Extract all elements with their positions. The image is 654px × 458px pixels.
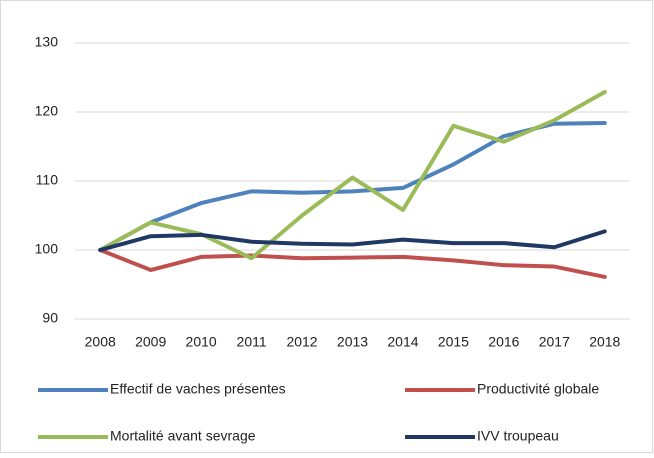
series-line xyxy=(98,229,607,252)
x-tick-label: 2010 xyxy=(186,334,217,350)
x-tick-label: 2013 xyxy=(337,334,368,350)
series-line xyxy=(98,248,607,279)
series-line xyxy=(98,121,607,252)
x-tick-label: 2009 xyxy=(135,334,166,350)
y-tick-label: 120 xyxy=(35,103,59,119)
x-tick-label: 2011 xyxy=(237,334,267,350)
y-tick-label: 90 xyxy=(42,310,58,326)
x-tick-label: 2018 xyxy=(589,334,620,350)
x-tick-label: 2014 xyxy=(387,334,418,350)
x-tick-label: 2008 xyxy=(85,334,116,350)
legend-label: Mortalité avant sevrage xyxy=(110,428,256,444)
y-tick-label: 110 xyxy=(36,172,59,188)
x-tick-label: 2015 xyxy=(438,334,469,350)
x-tick-label: 2017 xyxy=(539,334,570,350)
legend-label: Productivité globale xyxy=(477,381,599,397)
legend-label: Effectif de vaches présentes xyxy=(110,381,286,397)
x-tick-label: 2016 xyxy=(488,334,519,350)
y-tick-label: 130 xyxy=(35,34,59,50)
series-line xyxy=(98,89,607,261)
y-tick-label: 100 xyxy=(35,241,59,257)
x-tick-label: 2012 xyxy=(286,334,317,350)
legend-label: IVV troupeau xyxy=(477,428,559,444)
